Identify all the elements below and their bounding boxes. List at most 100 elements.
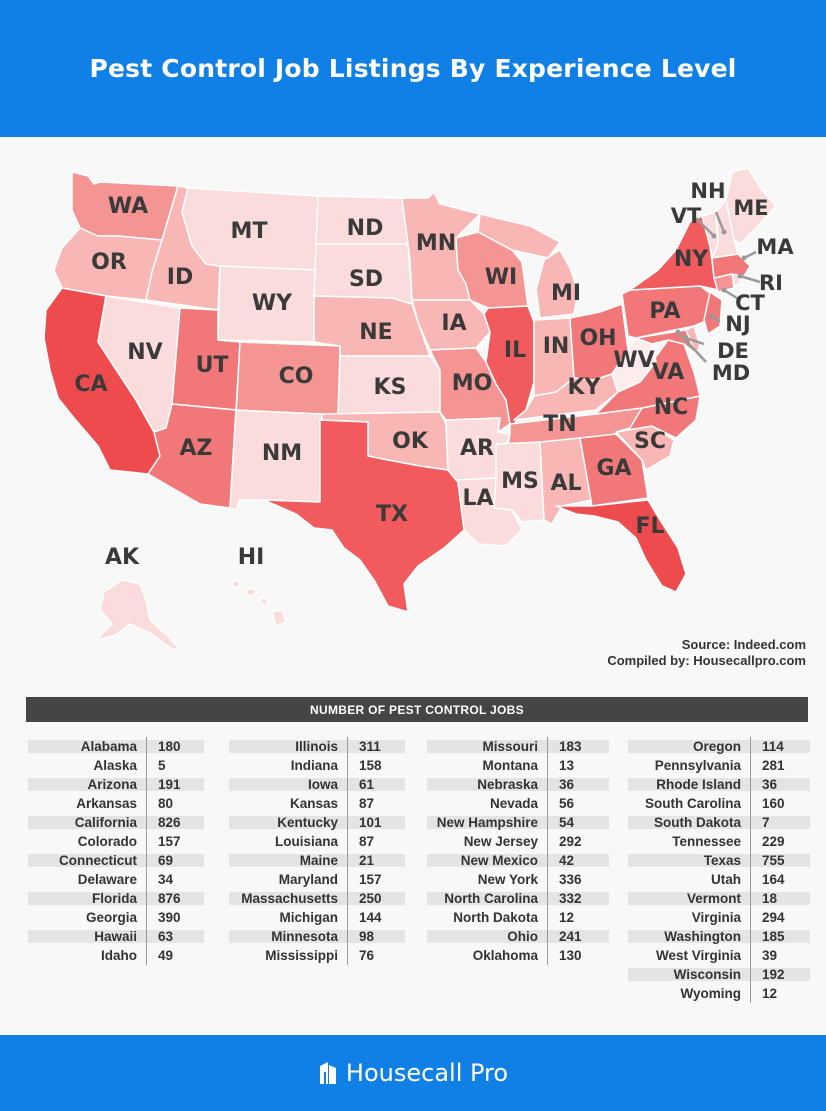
us-choropleth-map: WA OR CA ID NV MT WY UT AZ CO NM ND SD N… [0,137,826,692]
state-ak [95,579,181,651]
table-row: New Hampshire 54 [427,813,609,832]
label-me: ME [733,196,768,220]
table-row: Maryland 157 [229,870,405,889]
label-ny: NY [674,247,709,272]
job-count: 80 [158,796,174,811]
label-mi: MI [551,281,581,306]
state-name: Minnesota [271,929,338,944]
table-row: Tennessee 229 [628,832,810,851]
table-row: South Dakota 7 [628,813,810,832]
job-count: 160 [762,796,785,811]
job-count: 5 [158,758,166,773]
job-count: 12 [559,910,575,925]
title-banner: Pest Control Job Listings By Experience … [0,0,826,137]
label-va: VA [652,360,685,385]
table-row: Delaware 34 [28,870,204,889]
job-count: 144 [359,910,382,925]
state-name: Montana [482,758,539,773]
state-name: South Carolina [644,796,741,811]
label-in: IN [543,334,570,359]
table-row: Utah 164 [628,870,810,889]
state-name: Maine [299,853,338,868]
job-count: 101 [359,815,382,830]
state-ia [411,299,491,351]
state-name: Illinois [295,739,338,754]
source-attribution: Source: Indeed.com Compiled by: Housecal… [607,637,806,669]
state-name: New Mexico [460,853,538,868]
job-count: 185 [762,929,785,944]
job-count: 63 [158,929,174,944]
label-pa: PA [649,299,680,324]
column-divider [750,737,751,1003]
label-ri: RI [759,271,783,295]
label-la: LA [462,486,493,511]
table-row: California 826 [28,813,204,832]
job-count: 61 [359,777,375,792]
table-row: Massachusetts 250 [229,889,405,908]
leader-lines [675,211,761,363]
table-row: Connecticut 69 [28,851,204,870]
label-fl: FL [635,514,664,539]
job-count: 157 [158,834,181,849]
state-name: Missouri [482,739,538,754]
state-ga [579,433,649,507]
state-labels: WA OR CA ID NV MT WY UT AZ CO NM ND SD N… [74,179,794,570]
state-name: New York [477,872,538,887]
state-name: Iowa [307,777,338,792]
state-nj [703,291,723,335]
table-row: Missouri 183 [427,737,609,756]
state-hi [231,579,287,627]
state-name: South Dakota [653,815,741,830]
label-al: AL [550,471,581,496]
table-row: Louisiana 87 [229,832,405,851]
table-row: Virginia 294 [628,908,810,927]
job-count: 98 [359,929,375,944]
column-divider [146,737,147,965]
label-mt: MT [231,219,268,244]
label-wy: WY [252,291,293,316]
table-column-2: Illinois 311 Indiana 158 Iowa 61 Kansas 87 Kentu… [229,737,405,965]
job-count: 292 [559,834,582,849]
table-row: Arkansas 80 [28,794,204,813]
state-name: Vermont [686,891,741,906]
state-name: North Dakota [453,910,538,925]
house-logo-icon [319,1062,336,1084]
label-ut: UT [196,353,229,378]
table-row: Kentucky 101 [229,813,405,832]
state-name: New Hampshire [436,815,538,830]
label-de: DE [717,339,749,363]
job-count: 56 [559,796,575,811]
table-row: Wisconsin 192 [628,965,810,984]
label-ak: AK [105,545,140,570]
job-count: 191 [158,777,181,792]
table-row: Florida 876 [28,889,204,908]
state-name: Ohio [507,929,538,944]
label-ma: MA [756,235,794,259]
state-name: Oregon [692,739,741,754]
column-divider [547,737,548,965]
table-row: Alaska 5 [28,756,204,775]
table-row: Montana 13 [427,756,609,775]
table-row: Mississippi 76 [229,946,405,965]
housecall-pro-logo: Housecall Pro [318,1059,508,1087]
job-count: 114 [762,739,784,754]
state-name: California [74,815,137,830]
job-count: 183 [559,739,582,754]
state-name: Maryland [278,872,338,887]
state-name: West Virginia [655,948,741,963]
label-nv: NV [127,340,162,365]
job-count: 229 [762,834,785,849]
state-mi [477,213,579,319]
table-row: Oklahoma 130 [427,946,609,965]
label-ga: GA [596,456,631,481]
table-row: Idaho 49 [28,946,204,965]
state-mo [429,347,511,433]
state-name: Delaware [77,872,137,887]
state-name: Mississippi [265,948,338,963]
table-row: Georgia 390 [28,908,204,927]
job-count: 158 [359,758,382,773]
job-count: 332 [559,891,582,906]
compiled-line: Compiled by: Housecallpro.com [607,653,806,668]
job-count: 192 [762,967,785,982]
label-sc: SC [634,429,666,454]
